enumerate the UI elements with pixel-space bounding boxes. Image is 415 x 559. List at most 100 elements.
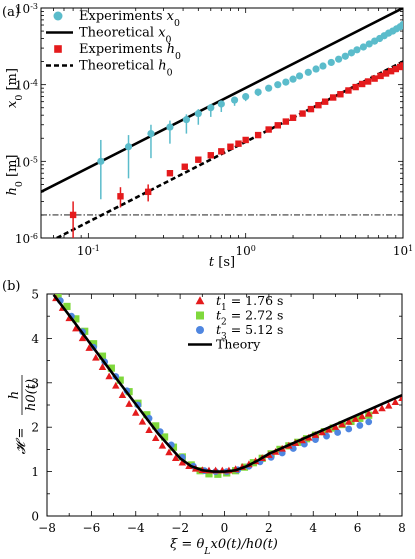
data-point [351,415,360,422]
data-point [345,417,353,425]
data-point [345,425,353,433]
legend-a [46,11,73,67]
data-point [98,363,107,370]
x-tick-label: −6 [83,521,101,535]
legend-marker [196,326,204,334]
x-axis-label: t [s] [209,255,235,270]
data-point [365,40,373,48]
data-point [312,65,320,73]
data-point [151,434,160,442]
panel-a-data [41,8,403,238]
data-point [214,470,222,478]
data-point [118,391,127,398]
data-point [181,163,188,170]
data-point [182,116,191,124]
theory-line [52,294,402,473]
data-point [382,70,390,77]
x-tick-label: 10-1 [77,244,100,259]
data-point [158,441,167,449]
data-point [384,401,393,409]
data-point [371,75,378,82]
data-point [125,400,133,407]
y-tick-label: 10-6 [15,232,38,247]
panel-a-label: (a) [2,5,20,20]
y-tick-label: 10-5 [15,155,38,170]
data-point [144,188,152,196]
data-point [254,88,262,96]
x-axis-label: ξ = θLx0(t)/h0(t) [170,537,278,557]
data-point [307,105,315,113]
data-point [387,67,395,75]
data-point [227,143,234,150]
data-point [166,170,174,177]
data-point [321,98,329,105]
data-point [345,87,352,94]
x-tick-label: 0 [221,521,229,535]
data-point [166,123,174,131]
data-point [341,52,349,60]
y-tick-label: 10-3 [15,2,38,17]
legend-entry-text: t3 = 5.12 s [216,322,283,342]
x-tick-label: 2 [265,521,273,535]
data-point [282,78,290,86]
y-label-lhs: 𝓗 = [14,428,29,455]
y-tick-label: 3 [31,376,39,390]
y-tick-label: 4 [31,332,39,346]
data-point [315,101,322,109]
data-point [282,118,290,125]
data-point [194,109,202,118]
data-point [72,315,80,323]
data-point [399,20,403,29]
data-point [265,126,272,133]
data-point [207,152,214,159]
panel-a-frame [40,7,404,239]
data-point [289,114,297,121]
x-tick-label: 4 [309,521,317,535]
data-point [338,420,346,428]
data-point [230,96,239,104]
data-point [217,100,225,108]
legend-entry-text: t2 = 2.72 s [216,308,283,328]
data-point [242,92,250,101]
legend-entry-text: Theory [216,337,261,352]
y-tick-label: 5 [31,288,39,302]
x-tick-label: −8 [38,521,56,535]
data-point [289,75,297,83]
data-point [352,83,359,91]
data-point [327,58,335,67]
data-point [143,411,151,419]
y-label-den: h0(t) [24,379,39,411]
data-point [89,340,98,348]
data-point [152,422,160,430]
data-point [138,417,147,425]
data-point [274,81,282,89]
data-point [254,131,262,139]
y-label-num: h [7,391,22,399]
legend-entry-text: Experiments h0 [79,42,181,62]
y-tick-label: 1 [31,465,39,479]
data-point [378,404,386,412]
x-tick-label: 8 [398,521,406,535]
y-axis-label: 𝓗 = h h0(t) [7,375,39,454]
y-tick-label: 10-4 [15,78,38,93]
data-point [325,425,333,433]
data-point [364,409,373,417]
legend-marker [195,296,205,305]
data-point [98,352,107,360]
data-point [318,428,326,436]
data-point [124,143,133,151]
panel-b-label: (b) [2,279,20,294]
legend-b [188,296,212,346]
data-point [218,148,225,155]
data-point [242,136,249,144]
legend-marker [196,311,204,320]
legend-entry-text: t1 = 1.76 s [216,293,283,313]
panel-b-data [52,294,402,478]
x-tick-label: −2 [171,521,189,535]
data-point [358,412,366,420]
data-point [274,122,281,129]
data-point [399,62,403,69]
data-point [299,110,306,117]
data-point [265,84,273,92]
data-point [312,436,319,444]
